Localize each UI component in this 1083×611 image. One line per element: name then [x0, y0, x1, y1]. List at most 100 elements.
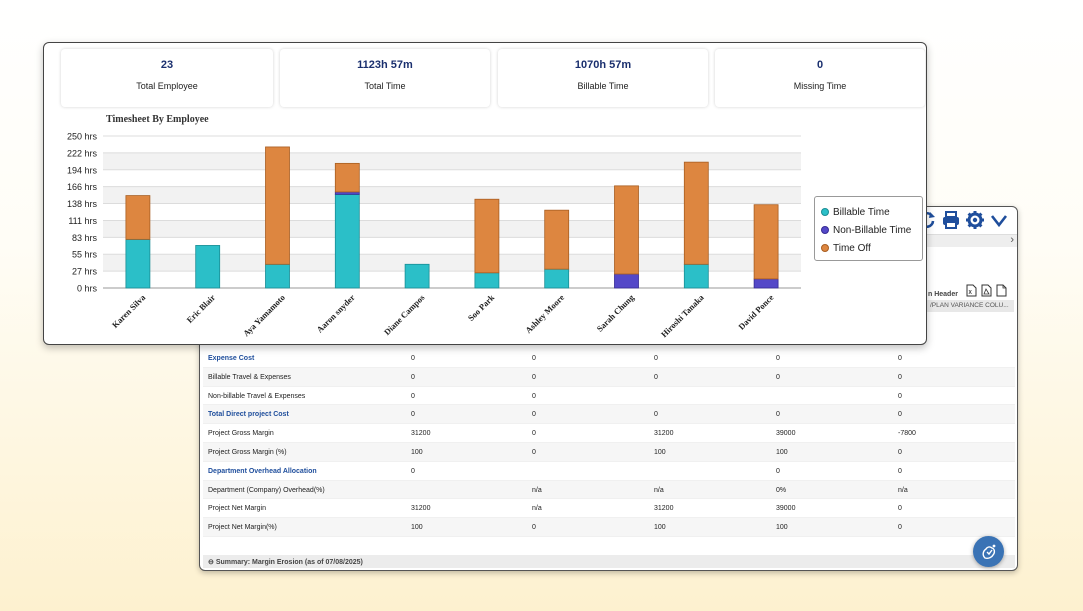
chart-title: Timesheet By Employee [106, 114, 209, 125]
table-cell: 100 [411, 448, 423, 456]
table-cell: 0 [654, 355, 658, 362]
kpi-missing-time: 0 Missing Time [715, 49, 925, 107]
chevron-right-icon[interactable]: › [1010, 234, 1014, 246]
bar-segment[interactable] [195, 245, 221, 289]
bar-segment[interactable] [474, 198, 500, 274]
table-cell: 100 [776, 448, 788, 456]
bar-segment[interactable] [544, 268, 570, 289]
legend-item-billable[interactable]: Billable Time [821, 203, 922, 221]
doc-export-icon[interactable] [996, 284, 1007, 297]
bar-segment[interactable] [125, 238, 151, 289]
legend-dot [821, 226, 829, 234]
table-cell: 0 [898, 373, 902, 381]
y-tick-label: 27 hrs [72, 267, 98, 277]
table-cell: 0 [776, 467, 780, 475]
y-tick-label: 83 hrs [72, 233, 98, 243]
table-cell: 100 [776, 524, 788, 532]
bar-segment[interactable] [334, 162, 360, 193]
table-row: Project Net Margin(%) 100 0 100 100 0 [203, 518, 1015, 537]
x-tick-label: David Ponce [736, 292, 775, 331]
table-cell: 0 [532, 524, 536, 532]
row-label: Project Gross Margin [208, 430, 274, 438]
table-row: Billable Travel & Expenses 0 0 0 0 0 [203, 367, 1015, 387]
table-cell: 0 [898, 467, 902, 475]
x-tick-label: Eric Blair [184, 292, 217, 325]
table-cell: 0 [898, 355, 902, 362]
table-cell: 39000 [776, 430, 796, 438]
kpi-total-time: 1123h 57m Total Time [280, 49, 490, 107]
row-label: Total Direct project Cost [208, 411, 289, 419]
row-label: Project Net Margin [208, 505, 266, 513]
summary-bar[interactable]: ⊖ Summary: Margin Erosion (as of 07/08/2… [203, 555, 1015, 568]
legend-dot [821, 244, 829, 252]
table-cell: 0 [532, 411, 536, 419]
kpi-label: Total Time [364, 81, 406, 91]
bar-segment[interactable] [334, 193, 360, 289]
xls-export-icon[interactable]: X [966, 284, 977, 297]
row-label: Billable Travel & Expenses [208, 373, 291, 381]
bar-segment[interactable] [683, 263, 709, 289]
table-cell: 0 [776, 411, 780, 419]
chevron-down-icon[interactable] [989, 210, 1009, 230]
x-tick-label: Aya Yamamoto [241, 292, 287, 338]
legend-item-time-off[interactable]: Time Off [821, 239, 922, 257]
bar-segment[interactable] [753, 278, 779, 289]
table-cell: -7800 [898, 430, 916, 438]
kpi-value: 1070h 57m [574, 59, 632, 71]
x-tick-label: Diane Campos [382, 292, 427, 337]
y-tick-label: 194 hrs [67, 165, 98, 175]
x-tick-label: Karen Silva [110, 292, 148, 330]
table-cell: 0 [776, 373, 780, 381]
table-cell: 0 [411, 467, 415, 475]
row-label: Expense Cost [208, 355, 255, 362]
assistant-icon [982, 544, 995, 559]
table-cell: 0 [411, 411, 415, 419]
table-cell: 100 [654, 448, 666, 456]
table-cell: 0 [898, 392, 902, 400]
table-cell: 0 [898, 505, 902, 513]
y-tick-label: 0 hrs [77, 284, 98, 294]
table-cell: 0 [654, 411, 658, 419]
assistant-button[interactable] [973, 536, 1004, 567]
table-cell: 100 [654, 524, 666, 532]
bar-segment[interactable] [265, 263, 290, 289]
table-cell: 0 [532, 448, 536, 456]
x-tick-label: Aaron snyder [315, 292, 357, 334]
table-cell: 0 [654, 373, 658, 381]
gear-icon[interactable] [965, 210, 985, 230]
legend-dot [821, 208, 829, 216]
legend-label: Billable Time [833, 206, 890, 218]
chart-legend: Billable Time Non-Billable Time Time Off [814, 196, 923, 261]
bar-segment[interactable] [125, 195, 151, 240]
bar-segment[interactable] [544, 209, 570, 270]
table-row: Department (Company) Overhead(%) n/a n/a 0%… [203, 480, 1015, 500]
bar-segment[interactable] [683, 161, 709, 265]
table-cell: 0 [532, 392, 536, 400]
bar-segment[interactable] [614, 273, 639, 289]
bar-segment[interactable] [474, 272, 500, 289]
pdf-export-icon[interactable] [981, 284, 992, 297]
legend-label: Time Off [833, 242, 871, 254]
kpi-label: Total Employee [136, 81, 198, 91]
table-row: Expense Cost 0 0 0 0 0 [203, 349, 1015, 368]
bar-segment[interactable] [404, 263, 430, 289]
table-cell: 0% [776, 486, 787, 494]
y-tick-label: 138 hrs [67, 199, 98, 209]
kpi-billable-time: 1070h 57m Billable Time [498, 49, 708, 107]
kpi-label: Missing Time [793, 81, 847, 91]
row-label: Non-billable Travel & Expenses [208, 392, 306, 400]
bar-segment[interactable] [753, 204, 779, 280]
table-row: Project Gross Margin (%) 100 0 100 100 0 [203, 442, 1015, 462]
legend-item-non-billable[interactable]: Non-Billable Time [821, 221, 922, 239]
table-row: Project Net Margin 31200 n/a 31200 39000 0 [203, 499, 1015, 519]
table-cell: 31200 [654, 430, 674, 438]
kpi-value: 23 [160, 59, 174, 71]
table-cell: 0 [411, 373, 415, 381]
bar-segment[interactable] [614, 185, 639, 275]
x-tick-label: Soo Park [466, 292, 497, 323]
print-icon[interactable] [941, 210, 961, 230]
kpi-total-employee: 23 Total Employee [61, 49, 273, 107]
table-cell: 31200 [411, 430, 431, 438]
bar-segment[interactable] [265, 146, 290, 265]
timesheet-chart: 250 hrs 222 hrs 194 hrs 166 hrs 138 hrs 111 h… [67, 132, 801, 339]
